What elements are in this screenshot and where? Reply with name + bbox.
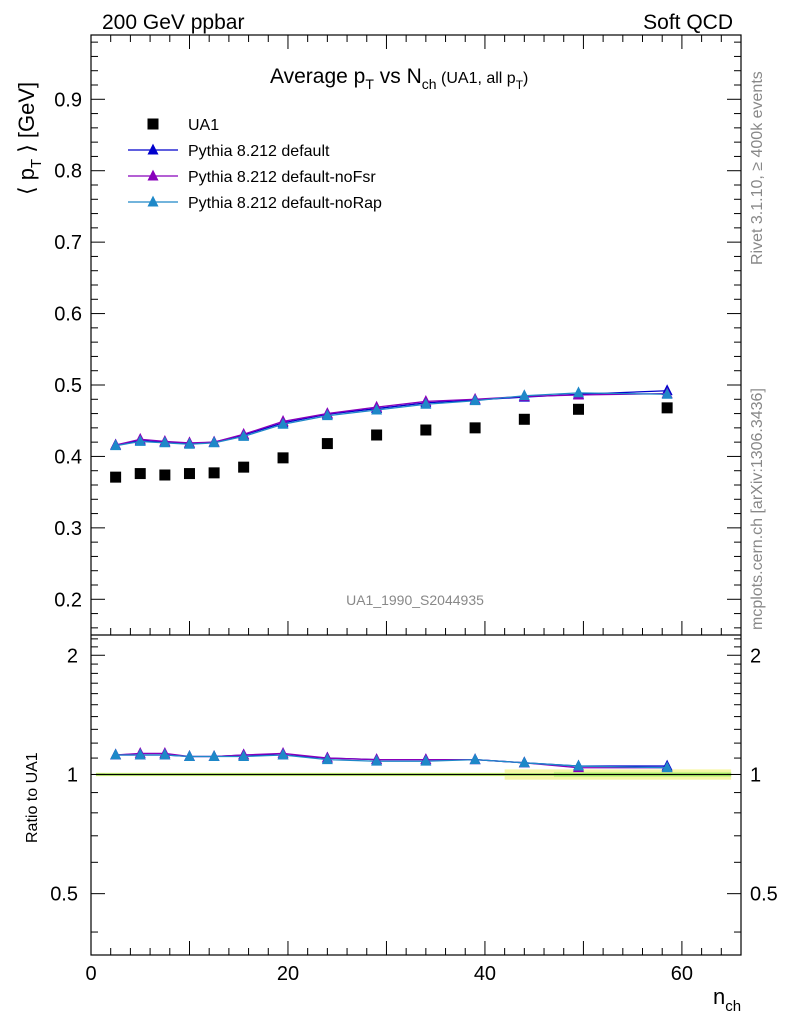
y-tick-label: 0.5	[54, 375, 82, 397]
ua1-data-point	[238, 461, 250, 473]
pythia-8-212-default-norap-point	[420, 397, 432, 409]
y-tick-label: 0.3	[54, 518, 82, 540]
pythia-8-212-default-norap-ratio-point	[321, 753, 333, 765]
ua1-data-point	[469, 422, 481, 434]
pythia-8-212-default-norap-ratio-point	[573, 759, 584, 771]
ratio-panel-series	[110, 747, 673, 773]
pythia-8-212-default-norap-ratio-point	[420, 754, 432, 766]
legend-pythia-8-212-default-label: Pythia 8.212 default	[188, 143, 330, 160]
pythia-8-212-default-norap-point	[134, 434, 146, 446]
pythia-8-212-default-norap-point	[110, 439, 122, 451]
pythia-8-212-default-line	[115, 390, 668, 446]
plot-frame	[90, 34, 742, 956]
pythia-8-212-default-norap-ratio-point	[183, 750, 195, 761]
legend-pythia-8-212-default-nofsr-label: Pythia 8.212 default-noFsr	[188, 169, 376, 186]
ratio-tick-label-left: 0.5	[50, 884, 78, 906]
pythia-8-212-default-norap-ratio-point	[661, 761, 673, 773]
ratio-tick-label-left: 2	[67, 645, 78, 667]
ratio-tick-label-left: 1	[67, 764, 78, 786]
legend-ua1-label: UA1	[188, 117, 219, 134]
pythia-8-212-default-norap-point	[208, 436, 220, 448]
header-right-label: Soft QCD	[643, 11, 733, 34]
pythia-8-212-default-norap-ratio-point	[208, 750, 220, 761]
pythia-8-212-default-norap-point	[277, 417, 289, 429]
pythia-8-212-default-norap-point	[469, 394, 481, 406]
pythia-8-212-default-norap-point	[518, 389, 530, 401]
y-tick-label: 0.2	[54, 589, 82, 611]
x-tick-label: 60	[671, 963, 693, 985]
y-tick-label: 0.9	[54, 89, 82, 111]
x-tick-label: 20	[277, 963, 299, 985]
y-tick-label: 0.8	[54, 161, 82, 183]
rivet-version-label: Rivet 3.1.10, ≥ 400k events	[749, 71, 766, 265]
ua1-data-point	[110, 471, 122, 483]
y-tick-label: 0.7	[54, 232, 82, 254]
x-axis-label: nch	[713, 984, 741, 1015]
x-tick-label: 40	[474, 963, 496, 985]
ua1-data-point	[277, 452, 289, 464]
ua1-data-point	[208, 467, 220, 479]
ratio-tick-label-right: 1	[750, 764, 761, 786]
ratio-uncertainty-band	[91, 769, 741, 780]
axes: 0 20 40 60 0.2 0.3 0.4 0.5 0.6 0.7 0.8 0.9 0.5 0.5 1 1 2…	[50, 34, 778, 985]
ua1-data-point	[321, 438, 333, 450]
x-tick-label: 0	[85, 963, 96, 985]
pythia-8-212-default-norap-point	[321, 409, 333, 421]
pythia-8-212-default-norap-point	[238, 429, 250, 441]
ua1-data-point	[183, 468, 195, 480]
ua1-data-point	[159, 469, 171, 481]
ua1-data-point	[661, 402, 673, 414]
main-panel-series	[110, 384, 673, 483]
ratio-tick-label-right: 2	[750, 645, 761, 667]
legend: UA1 Pythia 8.212 default Pythia 8.212 defa…	[128, 117, 382, 212]
pythia-8-212-default-norap-ratio-point	[371, 754, 383, 766]
mcplots-reference-label: mcplots.cern.ch [arXiv:1306.3436]	[749, 388, 766, 630]
pythia-8-212-default-norap-point	[183, 437, 195, 449]
ua1-data-point	[420, 424, 432, 436]
chart-title: Average pT vs Nch (UA1, all pT)	[270, 65, 528, 92]
pythia-8-212-default-norap-point	[159, 436, 171, 448]
header-left-label: 200 GeV ppbar	[102, 11, 244, 34]
pythia-8-212-default-norap-ratio-point	[110, 748, 122, 760]
pythia-8-212-default-norap-point	[371, 403, 383, 415]
pythia-8-212-default-norap-ratio-line	[115, 754, 668, 769]
ratio-tick-label-right: 0.5	[750, 884, 778, 906]
legend-ua1-marker	[147, 118, 159, 130]
ratio-y-axis-label: Ratio to UA1	[24, 752, 41, 843]
analysis-watermark: UA1_1990_S2044935	[346, 592, 484, 608]
ua1-data-point	[518, 413, 530, 425]
y-tick-label: 0.4	[54, 446, 82, 468]
pythia-8-212-default-norap-ratio-point	[134, 748, 146, 760]
legend-pythia-8-212-default-nofsr-marker	[147, 169, 159, 181]
pythia-8-212-default-norap-line	[115, 392, 668, 447]
pythia-8-212-default-norap-ratio-point	[469, 753, 481, 765]
ua1-data-point	[371, 429, 383, 441]
pythia-8-212-default-norap-ratio-point	[159, 748, 171, 760]
pythia-8-212-default-norap-point	[661, 387, 673, 399]
pythia-8-212-default-norap-ratio-point	[238, 750, 250, 761]
pythia-8-212-default-nofsr-line	[115, 392, 668, 446]
pythia-8-212-default-norap-ratio-point	[277, 748, 289, 760]
ua1-data-point	[134, 468, 146, 480]
pythia-8-212-default-norap-ratio-point	[518, 756, 530, 768]
legend-pythia-8-212-default-marker	[147, 143, 159, 155]
ua1-data-point	[573, 403, 584, 415]
y-axis-label: ⟨ pT ⟩ [GeV]	[14, 82, 45, 195]
legend-pythia-8-212-default-norap-marker	[147, 195, 159, 207]
y-tick-label: 0.6	[54, 304, 82, 326]
legend-pythia-8-212-default-norap-label: Pythia 8.212 default-noRap	[188, 195, 382, 212]
pythia-8-212-default-norap-point	[573, 386, 584, 398]
